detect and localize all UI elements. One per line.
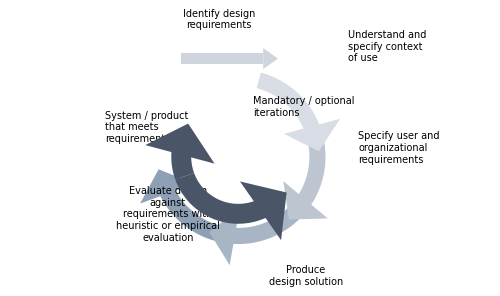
- Polygon shape: [223, 202, 305, 244]
- Polygon shape: [210, 208, 240, 265]
- Polygon shape: [181, 53, 263, 65]
- Polygon shape: [284, 181, 328, 220]
- Polygon shape: [146, 123, 214, 164]
- Polygon shape: [256, 73, 322, 139]
- Polygon shape: [156, 181, 226, 243]
- Text: Evaluate design
against
requirements with
heuristic or empirical
evaluation: Evaluate design against requirements wit…: [116, 186, 220, 242]
- Polygon shape: [172, 139, 194, 180]
- Text: Specify user and
organizational
requirements: Specify user and organizational requirem…: [358, 131, 440, 165]
- Polygon shape: [176, 173, 276, 224]
- Polygon shape: [140, 169, 194, 204]
- Polygon shape: [292, 134, 326, 213]
- Text: Mandatory / optional
iterations: Mandatory / optional iterations: [253, 96, 354, 118]
- Polygon shape: [240, 181, 286, 240]
- Text: Identify design
requirements: Identify design requirements: [183, 9, 256, 30]
- Polygon shape: [284, 119, 340, 151]
- Text: System / product
that meets
requirements: System / product that meets requirements: [105, 111, 188, 144]
- Text: Produce
design solution: Produce design solution: [268, 265, 343, 287]
- Polygon shape: [263, 48, 278, 69]
- Text: Understand and
specify context
of use: Understand and specify context of use: [348, 30, 426, 63]
